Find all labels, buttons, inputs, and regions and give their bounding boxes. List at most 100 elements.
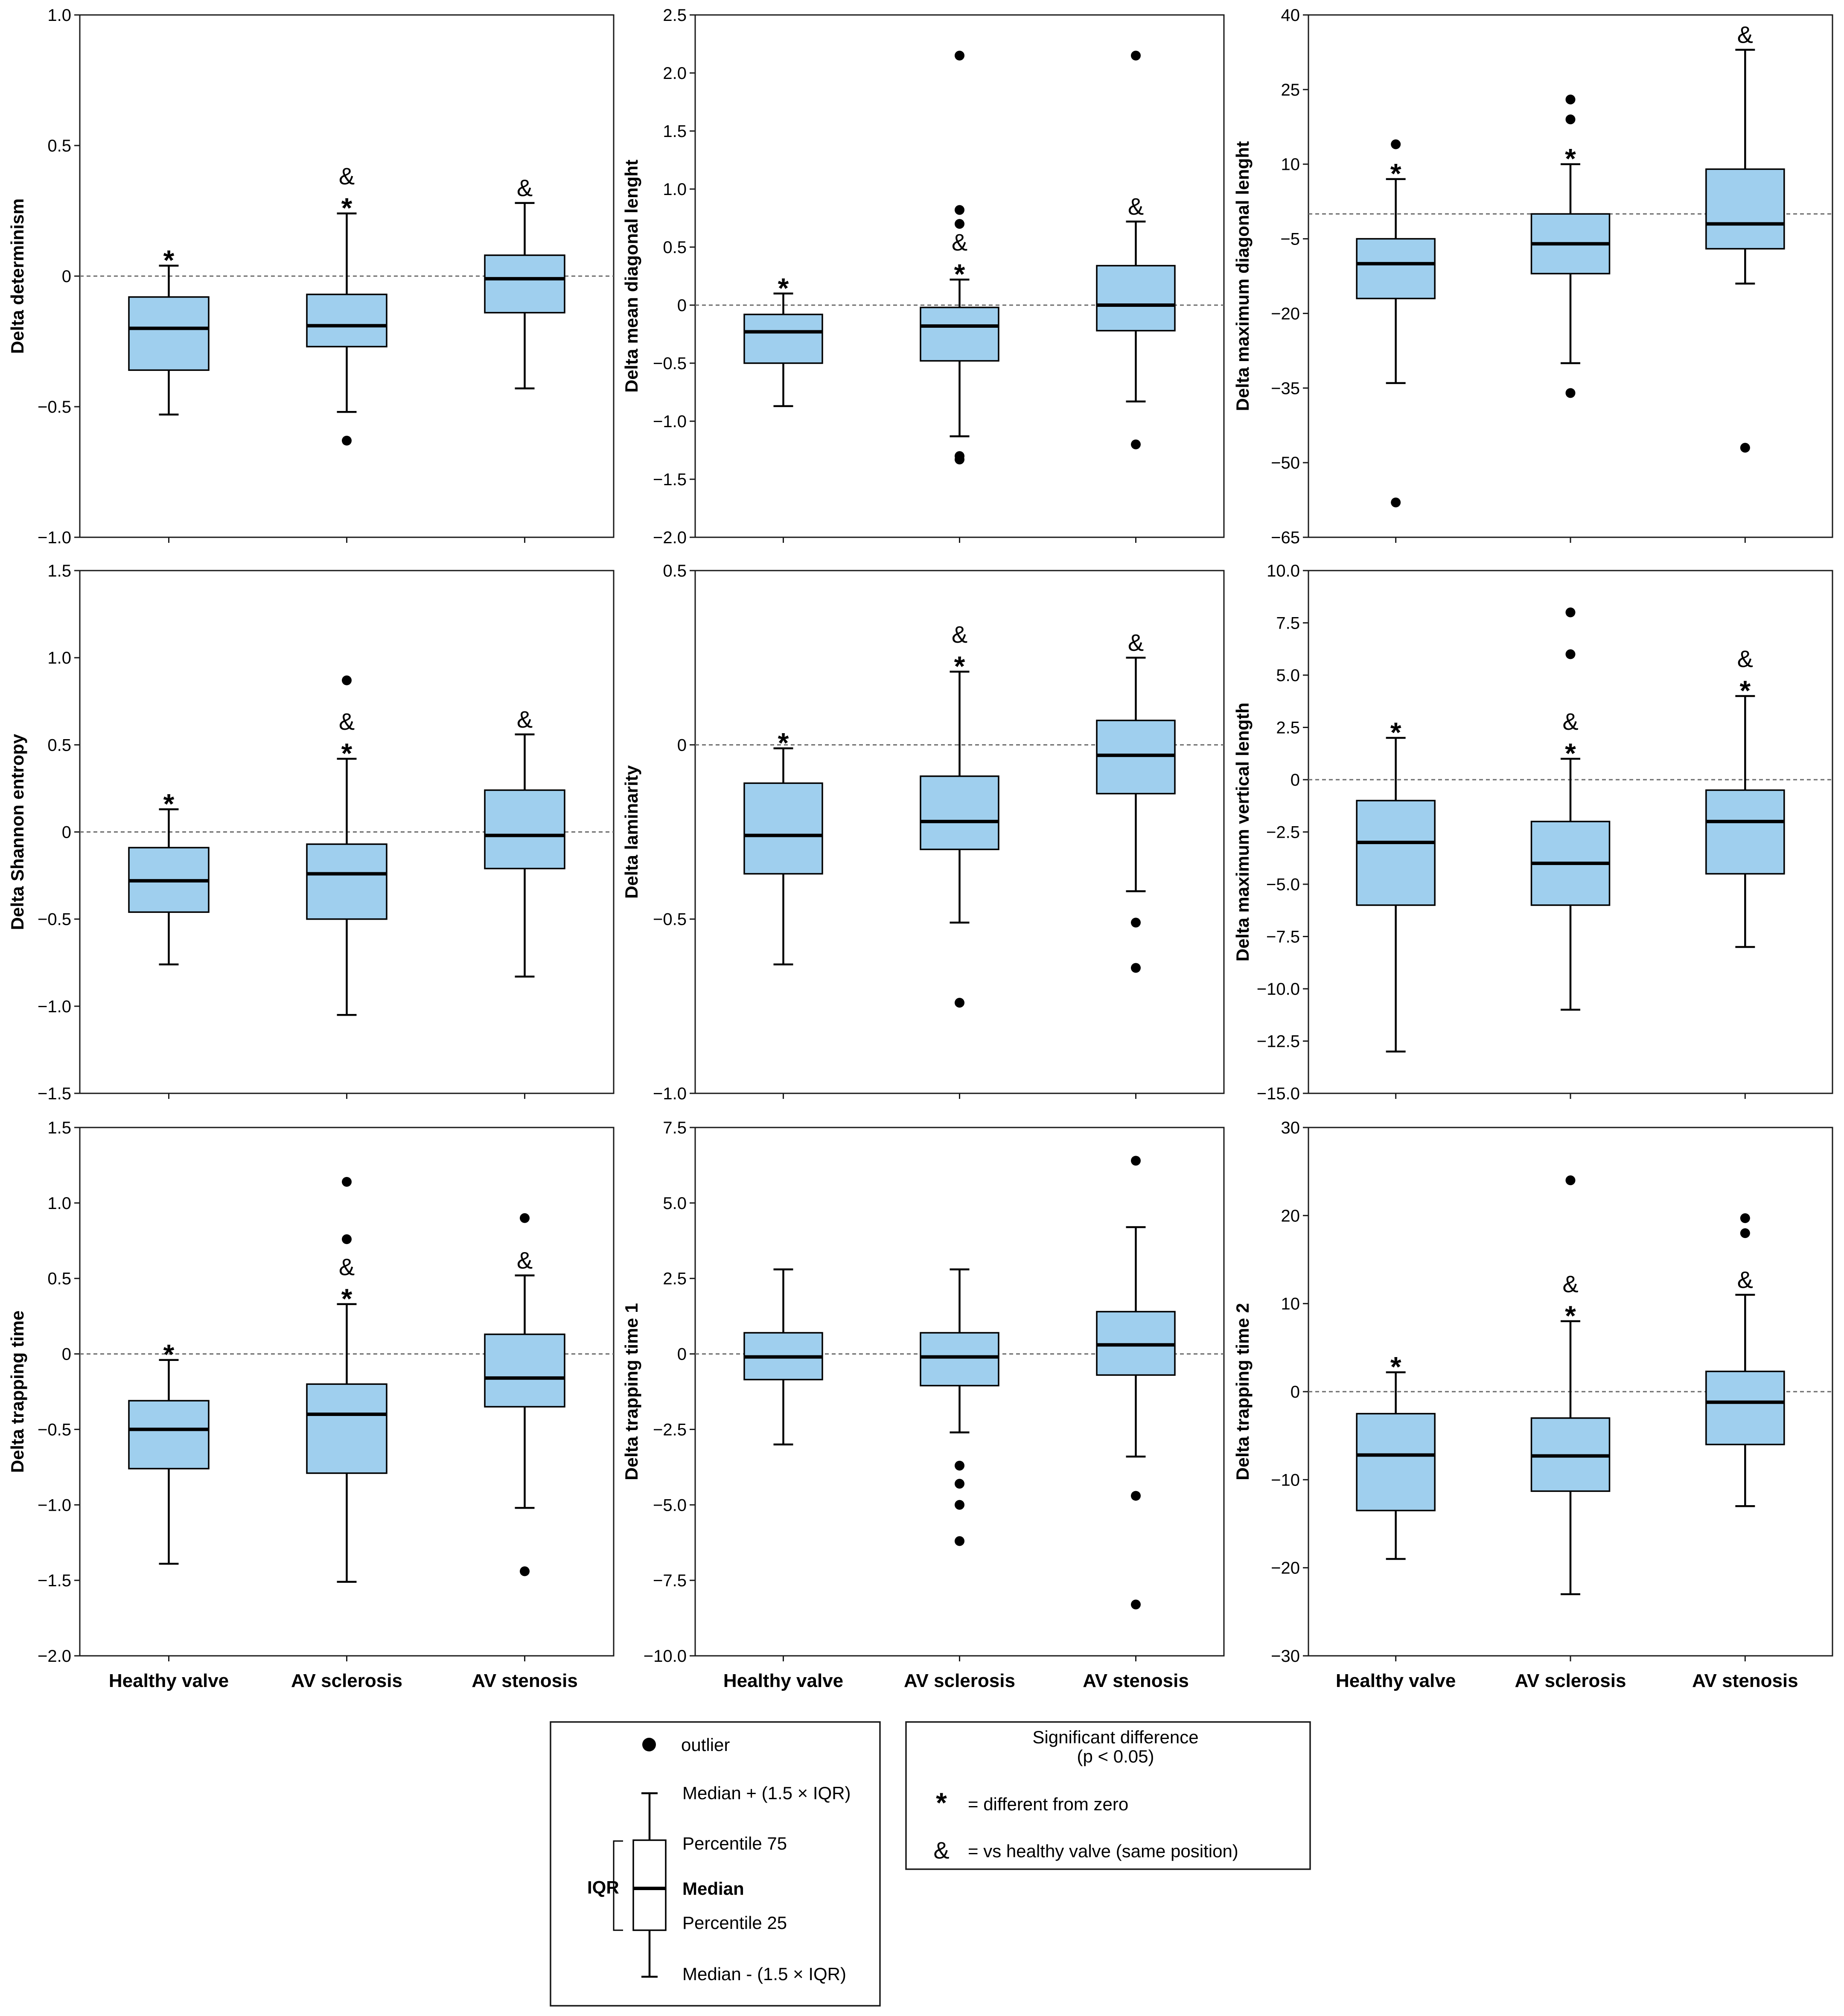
outlier-point (955, 1460, 964, 1471)
significance-star-icon: * (954, 650, 965, 682)
outlier-point (1131, 1599, 1141, 1610)
legend-amp-label: = vs healthy valve (same position) (968, 1841, 1238, 1861)
box-av-sclerosis: *& (920, 50, 999, 543)
legend-lower-whisker-label: Median - (1.5 × IQR) (682, 1964, 846, 1984)
outlier-point (1131, 50, 1141, 61)
iqr-box (484, 1333, 565, 1408)
outlier-point (520, 1566, 530, 1576)
y-tick-label: −0.5 (653, 354, 687, 373)
box-av-stenosis: & (1705, 21, 1785, 543)
y-tick-label: −5 (1280, 230, 1300, 249)
y-tick-label: 0.5 (47, 137, 71, 155)
box-av-sclerosis: *& (306, 163, 387, 543)
significance-star-icon: * (778, 727, 789, 759)
y-tick-label: 1.5 (47, 562, 71, 580)
panel-delta-trapping-time-1: −10.0 −7.5 −5.0 −2.5 0 2.5 5.0 7.5 Delta trappin… (621, 1119, 1225, 1691)
box-av-stenosis: & (484, 175, 565, 543)
significance-star-icon: * (1390, 1351, 1401, 1383)
y-tick-label: −1.5 (38, 1571, 71, 1590)
y-tick-label: −20 (1271, 304, 1300, 323)
y-tick-label: 5.0 (1276, 666, 1300, 685)
outlier-point (1565, 388, 1576, 398)
significance-star-icon: * (778, 272, 789, 304)
outlier-point (955, 50, 964, 61)
outlier-point (1565, 607, 1576, 618)
y-tick-label: 0 (62, 267, 71, 286)
significance-amp-icon: & (1562, 708, 1578, 735)
iqr-box (128, 1400, 210, 1470)
outlier-point (342, 1177, 352, 1187)
legend-outlier-label: outlier (681, 1735, 730, 1755)
y-tick-label: −1.0 (653, 1084, 687, 1103)
iqr-box (306, 1383, 387, 1474)
x-category-label: AV stenosis (1083, 1670, 1189, 1691)
x-category-label: AV sclerosis (291, 1670, 402, 1691)
y-tick-label: −35 (1271, 379, 1300, 398)
y-tick-label: −0.5 (38, 398, 71, 417)
outlier-point (1565, 1175, 1576, 1186)
y-tick-label: −0.5 (38, 910, 71, 929)
y-tick-label: 0.5 (663, 238, 687, 257)
box-healthy-valve: * Healthy valve (1336, 1351, 1456, 1691)
box-av-stenosis: & AV stenosis (472, 1213, 578, 1691)
y-tick-label: −2.5 (653, 1420, 687, 1439)
outlier-point (955, 1479, 964, 1489)
y-tick-label: −20 (1271, 1559, 1300, 1578)
box-healthy-valve: Healthy valve (723, 1268, 843, 1691)
panel-delta-trapping-time-2: −30 −20 −10 0 10 20 30 Delta trapping time 2 * He… (1232, 1119, 1833, 1691)
box-healthy-valve: * (128, 788, 210, 1099)
box-av-sclerosis: *& (306, 675, 387, 1099)
significance-amp-icon: & (1562, 1270, 1578, 1297)
box-av-stenosis: *& (1705, 645, 1785, 1099)
y-tick-label: −1.0 (38, 997, 71, 1016)
y-tick-label: −1.0 (38, 528, 71, 547)
y-tick-label: 40 (1281, 6, 1300, 25)
y-tick-label: 1.0 (47, 1194, 71, 1213)
significance-amp-icon: & (517, 706, 533, 733)
y-tick-label: 0 (677, 296, 687, 315)
legend-outlier-dot (642, 1738, 656, 1751)
box-av-stenosis: & (484, 706, 565, 1099)
legend-boxplot-anatomy: outlier IQR Median + (1.5 × IQR) Percent… (550, 1721, 881, 2007)
iqr-box (1356, 800, 1436, 906)
y-tick-label: −7.5 (653, 1571, 687, 1590)
y-tick-label: 1.5 (47, 1119, 71, 1137)
legend-p75-label: Percentile 75 (682, 1833, 787, 1853)
x-category-label: Healthy valve (109, 1670, 229, 1691)
y-tick-label: 0.5 (47, 1270, 71, 1288)
box-healthy-valve: * (1356, 139, 1436, 543)
outlier-point (1131, 1491, 1141, 1501)
outlier-point (342, 675, 352, 685)
outlier-point (1740, 1213, 1750, 1224)
box-av-sclerosis: AV sclerosis (904, 1268, 1015, 1691)
iqr-box (1705, 1370, 1785, 1445)
outlier-point (342, 436, 352, 446)
legend-p25-label: Percentile 25 (682, 1913, 787, 1933)
y-tick-label: −30 (1271, 1647, 1300, 1666)
y-tick-label: 1.5 (663, 122, 687, 141)
outlier-point (1740, 443, 1750, 453)
x-category-label: AV sclerosis (904, 1670, 1015, 1691)
box-av-sclerosis: * & AV sclerosis (1515, 1175, 1626, 1691)
y-tick-label: 2.0 (663, 64, 687, 83)
outlier-point (1391, 497, 1401, 507)
outlier-point (955, 454, 964, 465)
outlier-point (955, 1500, 964, 1510)
y-tick-label: 0.5 (663, 562, 687, 580)
iqr-box (920, 1332, 999, 1387)
y-tick-label: 30 (1281, 1119, 1300, 1137)
legend-iqr-bracket (613, 1840, 623, 1931)
x-category-label: Healthy valve (1336, 1670, 1456, 1691)
legend-significance-subtitle: (p < 0.05) (1077, 1746, 1154, 1766)
y-tick-label: −10.0 (1257, 980, 1300, 999)
legend-star-label: = different from zero (968, 1794, 1128, 1814)
significance-amp-icon: & (1737, 645, 1753, 672)
y-tick-label: 5.0 (663, 1194, 687, 1213)
significance-star-icon: * (341, 192, 352, 224)
outlier-point (1131, 439, 1141, 449)
significance-amp-icon: & (339, 1253, 355, 1280)
significance-star-icon: * (163, 245, 175, 276)
outlier-point (1391, 139, 1401, 149)
iqr-box (306, 843, 387, 920)
box-av-stenosis: & AV stenosis (1692, 1213, 1798, 1691)
